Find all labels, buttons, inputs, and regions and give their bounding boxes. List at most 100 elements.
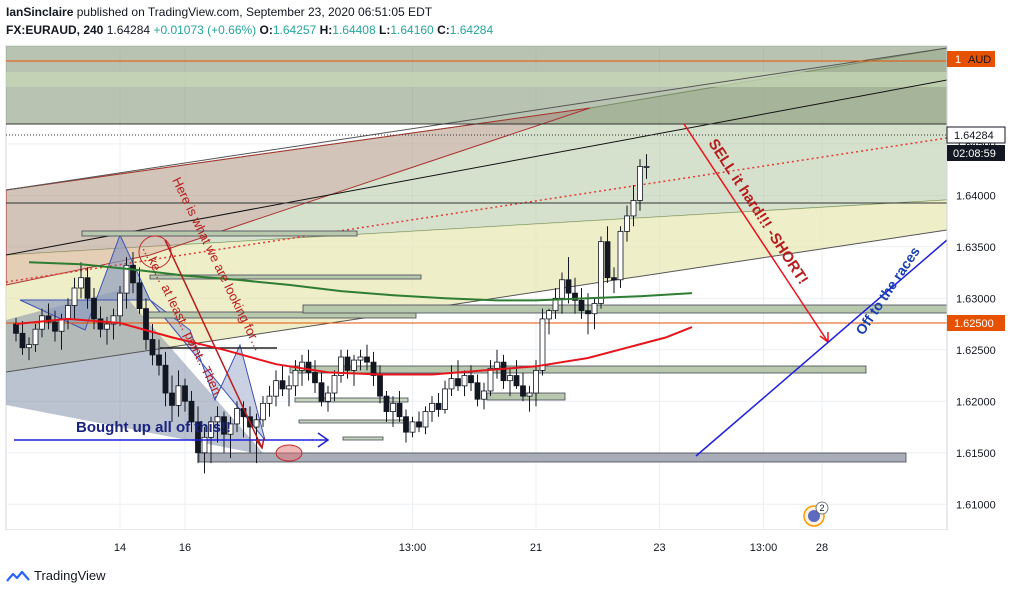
candle[interactable]	[390, 396, 396, 428]
candle[interactable]	[559, 272, 565, 314]
zone-box-9[interactable]	[342, 436, 384, 441]
candle[interactable]	[221, 411, 227, 453]
candle[interactable]	[481, 382, 487, 410]
candle[interactable]	[578, 288, 585, 319]
zone-box-5[interactable]	[289, 365, 867, 374]
candle[interactable]	[487, 360, 494, 397]
candle[interactable]	[591, 298, 598, 330]
candle[interactable]	[598, 236, 604, 309]
candle[interactable]	[299, 354, 305, 386]
candle[interactable]	[611, 267, 617, 294]
candle[interactable]	[71, 277, 78, 319]
candle[interactable]	[195, 406, 201, 464]
symbol-label[interactable]: FX:EURAUD, 240	[6, 23, 104, 37]
candle[interactable]	[110, 308, 117, 340]
channel-upper-line[interactable]	[6, 47, 947, 191]
channel-zone-middle[interactable]	[6, 200, 947, 372]
candle[interactable]	[117, 285, 123, 327]
candle[interactable]	[461, 370, 468, 397]
blue-target-line[interactable]	[695, 239, 947, 457]
candle[interactable]	[175, 370, 182, 417]
candle[interactable]	[130, 251, 136, 294]
candle[interactable]	[149, 324, 156, 366]
footer-brand[interactable]: TradingView	[34, 568, 106, 583]
red-wedge-zone[interactable]	[6, 107, 591, 286]
annotation-bought-up[interactable]: Bought up all of this!!	[76, 419, 231, 436]
candle[interactable]	[286, 375, 292, 407]
candle[interactable]	[507, 368, 513, 397]
idea-badge[interactable]: 2	[803, 501, 829, 527]
candle[interactable]	[227, 416, 234, 458]
candle[interactable]	[162, 351, 169, 407]
zone-box-6[interactable]	[486, 392, 566, 401]
candle[interactable]	[604, 226, 611, 283]
candle[interactable]	[143, 298, 149, 350]
candle[interactable]	[266, 385, 273, 417]
zone-box-8[interactable]	[298, 419, 409, 424]
candle[interactable]	[377, 365, 383, 404]
candle[interactable]	[201, 427, 208, 474]
zone-box-7[interactable]	[294, 397, 409, 403]
candle[interactable]	[136, 267, 143, 314]
candle[interactable]	[338, 349, 344, 383]
red-arrow-line-left[interactable]	[164, 239, 263, 449]
candle[interactable]	[331, 370, 338, 402]
moving-average-green[interactable]	[28, 261, 693, 302]
highlight-ellipse[interactable]	[275, 444, 303, 462]
candle[interactable]	[552, 288, 559, 319]
candle[interactable]	[351, 354, 357, 386]
channel-middle-line[interactable]	[6, 79, 947, 256]
candle[interactable]	[468, 365, 474, 391]
candle[interactable]	[234, 401, 240, 433]
candle[interactable]	[383, 390, 390, 422]
dotted-median-line[interactable]	[6, 137, 947, 283]
candle[interactable]	[182, 378, 188, 412]
candle[interactable]	[78, 262, 84, 299]
zone-box-bottom[interactable]	[198, 452, 907, 463]
candle[interactable]	[409, 416, 416, 438]
candle[interactable]	[585, 293, 591, 335]
candle[interactable]	[253, 413, 260, 464]
red-arrow-line-sell[interactable]	[683, 123, 829, 343]
candle[interactable]	[500, 354, 507, 389]
candle[interactable]	[429, 396, 435, 422]
candle[interactable]	[84, 267, 91, 309]
candle[interactable]	[526, 385, 533, 412]
candle[interactable]	[52, 310, 58, 342]
candle[interactable]	[513, 360, 520, 389]
candle[interactable]	[494, 349, 500, 379]
candle[interactable]	[364, 344, 370, 371]
candle[interactable]	[565, 257, 572, 304]
zone-box-2[interactable]	[149, 274, 422, 280]
author-name[interactable]: IanSinclaire	[6, 5, 74, 19]
zone-box-1[interactable]	[81, 230, 358, 237]
candle[interactable]	[279, 365, 286, 397]
candle[interactable]	[370, 351, 377, 386]
candle[interactable]	[188, 390, 195, 433]
candle[interactable]	[273, 370, 279, 407]
candle[interactable]	[292, 360, 299, 397]
candle[interactable]	[91, 288, 97, 330]
candle[interactable]	[312, 360, 318, 394]
candle[interactable]	[260, 396, 266, 428]
moving-average-red[interactable]	[15, 317, 693, 376]
candle[interactable]	[442, 380, 448, 414]
candle[interactable]	[13, 317, 19, 342]
candle[interactable]	[325, 385, 331, 412]
candle[interactable]	[474, 374, 481, 407]
candle[interactable]	[123, 257, 130, 309]
candle[interactable]	[396, 390, 403, 422]
zone-box-4[interactable]	[302, 304, 947, 314]
candle[interactable]	[156, 339, 162, 376]
candle[interactable]	[448, 365, 455, 397]
candle[interactable]	[617, 226, 624, 288]
candle[interactable]	[214, 406, 221, 443]
candle[interactable]	[357, 349, 364, 371]
candle[interactable]	[435, 393, 442, 417]
candle[interactable]	[533, 360, 539, 407]
candle[interactable]	[455, 360, 461, 391]
candle[interactable]	[169, 375, 175, 422]
blue-triangle-zone[interactable]	[6, 290, 265, 455]
candle[interactable]	[26, 337, 32, 361]
